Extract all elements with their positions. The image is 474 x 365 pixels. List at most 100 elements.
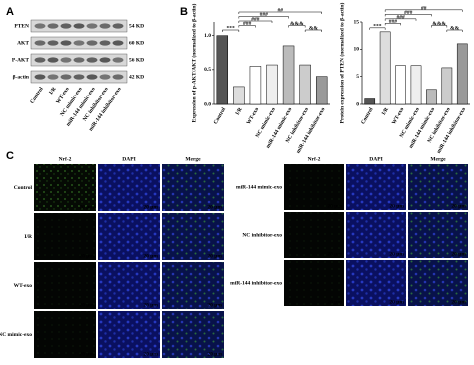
- micrograph: [408, 260, 468, 306]
- scale-label: 20 μm: [327, 299, 342, 305]
- column-header: Nrf-2: [308, 156, 321, 162]
- significance-label: ###: [251, 16, 260, 22]
- blot-row-label: P-AKT: [12, 57, 29, 63]
- blot-band: [47, 74, 59, 80]
- significance-label: ###: [243, 21, 252, 27]
- bar: [216, 35, 229, 105]
- scale-label: 20 μm: [451, 203, 466, 209]
- micrograph: [98, 213, 160, 260]
- panel-label: A: [6, 6, 14, 18]
- row-label: Control: [14, 185, 33, 191]
- y-tick-label: 1.0: [204, 33, 211, 39]
- blot-band: [73, 23, 85, 29]
- micrograph: [284, 212, 344, 258]
- scale-label: 20 μm: [79, 253, 94, 259]
- blot-band: [34, 40, 46, 46]
- scale-label: 20 μm: [389, 299, 404, 305]
- y-tick-label: 15: [354, 19, 360, 25]
- blot-band: [99, 57, 111, 63]
- significance-label: ###: [389, 19, 398, 25]
- blot-size-label: 60 KD: [129, 40, 144, 46]
- significance-bracket: [238, 11, 322, 14]
- y-axis-label: Protein expression of PTEN (normalized t…: [338, 3, 345, 124]
- blot-row-label: AKT: [17, 40, 29, 46]
- panel-label: C: [6, 150, 14, 162]
- scale-label: 20 μm: [327, 251, 342, 257]
- micrograph: [34, 213, 96, 260]
- blot-band: [47, 57, 59, 63]
- x-tick-label: WT-exo: [246, 106, 261, 125]
- significance-bracket: [431, 25, 448, 28]
- blot-band: [112, 23, 124, 29]
- bar: [364, 98, 376, 105]
- significance-bracket: [446, 29, 463, 32]
- blot-band: [73, 57, 85, 63]
- x-tick-label: Control: [213, 106, 228, 125]
- scale-label: 20 μm: [79, 204, 94, 210]
- significance-label: ###: [260, 12, 269, 18]
- micrograph: [408, 164, 468, 210]
- blot-band: [86, 57, 98, 63]
- blot-row-label: PTEN: [14, 23, 29, 29]
- micrograph: [162, 213, 224, 260]
- bar: [426, 89, 437, 105]
- significance-label: ##: [278, 7, 284, 13]
- significance-label: ***: [373, 23, 382, 29]
- blot-band: [60, 57, 72, 63]
- scale-label: 20 μm: [79, 302, 94, 308]
- row-label: NC inhibitor-exo: [242, 232, 282, 238]
- blot-band: [34, 23, 46, 29]
- x-tick-label: WT-exo: [391, 106, 406, 125]
- scale-label: 20 μm: [389, 203, 404, 209]
- x-tick-label: miR-144 inhibitor-exo: [436, 106, 467, 154]
- micrograph: [98, 262, 160, 309]
- scale-label: 20 μm: [451, 299, 466, 305]
- row-label: I/R: [24, 234, 33, 240]
- y-tick-label: 0: [356, 101, 359, 107]
- micrograph: [162, 164, 224, 211]
- micrograph: [284, 164, 344, 210]
- panel-label: B: [180, 6, 188, 18]
- blot-band: [86, 40, 98, 46]
- scale-label: 20 μm: [327, 203, 342, 209]
- blot-band: [34, 74, 46, 80]
- scale-label: 20 μm: [79, 351, 94, 357]
- micrograph: [34, 164, 96, 211]
- scale-label: 20 μm: [207, 253, 222, 259]
- blot-band: [99, 23, 111, 29]
- bar: [379, 31, 391, 105]
- row-label: miR-144 mimic-exo: [236, 184, 282, 190]
- significance-bracket: [384, 14, 432, 17]
- significance-label: ###: [404, 10, 413, 16]
- scale-label: 20 μm: [143, 204, 158, 210]
- micrograph: [284, 260, 344, 306]
- blot-band: [86, 74, 98, 80]
- blot-band: [112, 57, 124, 63]
- bar: [282, 45, 295, 105]
- micrograph: [346, 164, 406, 210]
- blot-band: [112, 74, 124, 80]
- significance-label: ***: [226, 25, 235, 31]
- bar: [233, 86, 245, 105]
- scale-label: 20 μm: [451, 251, 466, 257]
- column-header: DAPI: [369, 156, 382, 162]
- significance-label: &&: [309, 25, 319, 31]
- significance-label: ###: [396, 14, 405, 20]
- blot-band: [34, 57, 46, 63]
- blot-band: [86, 23, 98, 29]
- lane-label: I/R: [48, 86, 58, 97]
- significance-bracket: [288, 25, 306, 28]
- significance-label: &&: [450, 25, 460, 31]
- significance-label: ##: [421, 5, 427, 11]
- x-tick-label: I/R: [235, 106, 245, 117]
- bar: [456, 43, 468, 105]
- micrograph: [346, 260, 406, 306]
- bar: [410, 65, 422, 105]
- bar: [395, 65, 406, 105]
- column-header: Nrf-2: [59, 156, 72, 162]
- blot-band: [60, 74, 72, 80]
- y-tick-label: 0.0: [204, 101, 211, 107]
- micrograph: [346, 212, 406, 258]
- x-tick-label: Control: [360, 106, 375, 125]
